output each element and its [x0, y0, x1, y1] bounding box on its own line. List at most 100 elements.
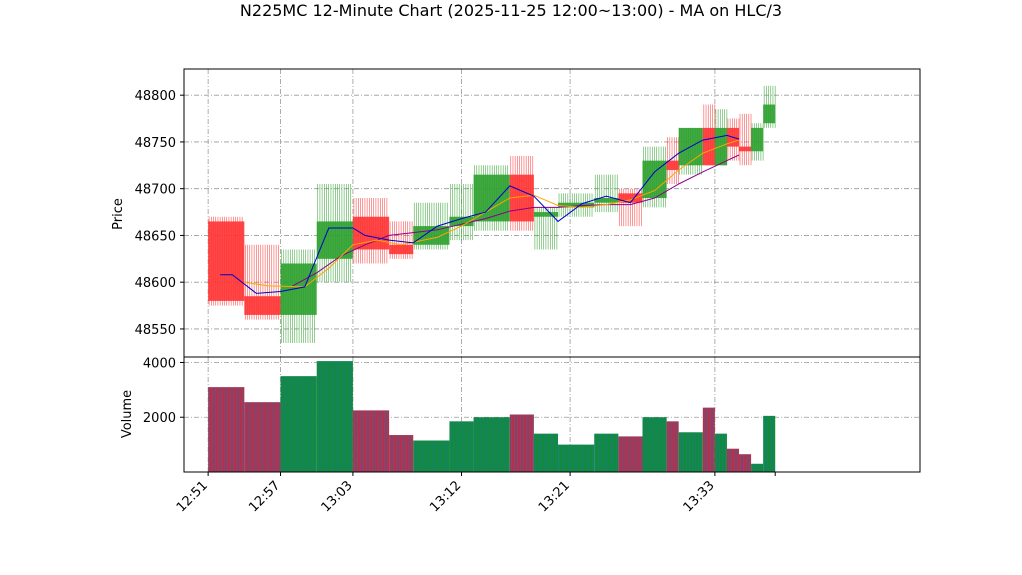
price-tick-label: 48650 — [135, 229, 176, 244]
volume-bar-fill — [533, 433, 559, 472]
volume-bar-fill — [726, 448, 740, 472]
volume-bar — [714, 433, 727, 472]
price-tick-label: 48800 — [135, 89, 176, 104]
candle-up — [473, 165, 510, 231]
price-tick-label: 48700 — [135, 183, 176, 198]
volume-bar — [280, 376, 317, 472]
x-tick-label: 13:21 — [536, 478, 573, 515]
volume-bar — [533, 433, 559, 472]
candle-body — [244, 296, 281, 315]
candle-down — [208, 216, 245, 306]
candle-body — [642, 160, 667, 199]
candle-body — [558, 202, 595, 208]
candle-body — [618, 193, 643, 203]
volume-bar-fill — [751, 463, 764, 472]
volume-bar — [558, 444, 595, 472]
candle-body — [751, 127, 764, 152]
candle-up — [316, 184, 353, 283]
candle-body — [208, 221, 245, 301]
volume-bar — [739, 454, 752, 472]
volume-bar-fill — [702, 407, 715, 472]
volume-bar — [618, 436, 643, 472]
volume-bar — [208, 387, 245, 472]
candles — [208, 85, 776, 343]
candle-body — [413, 226, 450, 245]
volume-bar-fill — [473, 417, 510, 472]
volume-bar — [666, 421, 679, 472]
volume-bar-fill — [449, 421, 474, 472]
volume-bar — [352, 410, 390, 472]
candle-up — [449, 184, 474, 241]
volume-bar — [763, 415, 776, 472]
volume-bar-fill — [618, 436, 643, 472]
volume-bar-fill — [594, 433, 619, 472]
candle-down — [244, 244, 281, 320]
volume-bar — [594, 433, 619, 472]
volume-bar — [389, 435, 414, 472]
volume-bar-fill — [413, 440, 450, 472]
volume-bar — [642, 417, 667, 472]
candle-body — [352, 216, 390, 250]
candle-up — [533, 207, 559, 250]
price-axis-label: Price — [111, 198, 126, 230]
candle-down — [509, 155, 534, 231]
candle-body — [533, 212, 559, 217]
volume-bar — [726, 448, 740, 472]
volume-bar-fill — [558, 444, 595, 472]
volume-bar-fill — [316, 361, 353, 472]
volume-bar — [413, 440, 450, 472]
moving-averages — [220, 134, 740, 294]
volume-bar — [702, 407, 715, 472]
candle-body — [702, 127, 715, 166]
volume-bar-fill — [666, 421, 679, 472]
candle-down — [618, 188, 643, 227]
ma-mid-line — [244, 139, 740, 288]
chart-title: N225MC 12-Minute Chart (2025-11-25 12:00… — [239, 1, 783, 20]
volume-y-ticks: 2000 4000 — [143, 356, 184, 426]
volume-bar-fill — [714, 433, 727, 472]
volume-bar-fill — [678, 432, 703, 472]
candle-body — [739, 146, 752, 152]
candle-body — [594, 198, 619, 203]
candle-down — [702, 104, 716, 166]
volume-bar-fill — [739, 454, 752, 472]
volume-bar-fill — [208, 387, 245, 472]
volume-bar — [473, 417, 510, 472]
volume-bar-fill — [244, 402, 281, 472]
candle-up — [763, 85, 776, 128]
x-ticks: 12:51 12:57 13:03 13:12 13:21 13:33 — [174, 472, 776, 515]
candle-body — [666, 160, 679, 170]
candle-down — [739, 113, 752, 166]
x-tick-label: 13:03 — [319, 478, 356, 515]
price-tick-label: 48750 — [135, 136, 176, 151]
volume-bar — [751, 463, 764, 472]
ma-fast-line — [220, 134, 740, 294]
candle-up — [642, 146, 667, 208]
candle-body — [449, 216, 474, 227]
volume-bar — [449, 421, 474, 472]
candle-up — [751, 123, 764, 161]
volume-axis-label: Volume — [120, 390, 135, 438]
candle-up — [594, 174, 619, 213]
candle-up — [413, 202, 450, 250]
volume-tick-label: 4000 — [143, 356, 176, 371]
price-tick-label: 48550 — [135, 323, 176, 338]
volume-bar — [316, 361, 353, 472]
x-tick-label: 12:57 — [246, 478, 283, 515]
candle-down — [666, 137, 679, 185]
volume-panel-frame — [183, 356, 921, 473]
volume-bar-fill — [352, 410, 390, 472]
x-tick-label: 13:33 — [681, 478, 718, 515]
volume-bar — [509, 414, 534, 472]
candle-body — [473, 174, 510, 222]
volume-bar-fill — [389, 435, 414, 472]
x-tick-label: 12:51 — [174, 478, 211, 515]
volume-bar-fill — [642, 417, 667, 472]
volume-bars — [208, 361, 776, 472]
price-tick-label: 48600 — [135, 276, 176, 291]
candle-down — [726, 118, 740, 161]
volume-bar-fill — [763, 415, 776, 472]
candle-body — [389, 244, 414, 255]
volume-tick-label: 2000 — [143, 411, 176, 426]
